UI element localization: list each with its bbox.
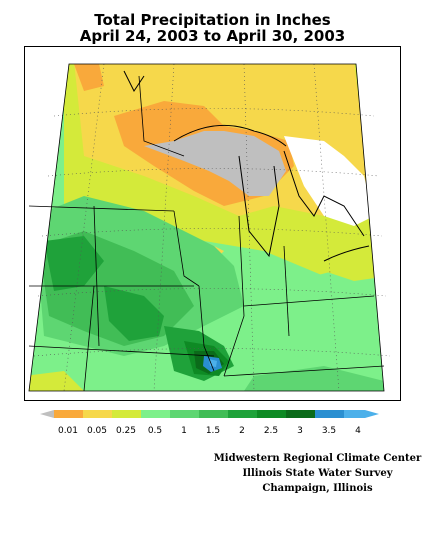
legend-label: 4 [355, 426, 361, 436]
map-date-range: April 24, 2003 to April 30, 2003 [79, 27, 346, 45]
map-boundary [28, 63, 385, 392]
legend-label: 3 [297, 426, 303, 436]
legend-label: 3.5 [322, 426, 336, 436]
legend-swatch [344, 410, 379, 418]
legend-label: 2.5 [264, 426, 278, 436]
legend-below-min-arrow [40, 410, 54, 418]
credit-survey: Illinois State Water Survey [242, 468, 393, 479]
state-borders [28, 75, 385, 392]
legend-label: 0.05 [87, 426, 107, 436]
legend-swatch [83, 410, 112, 418]
legend-swatch [286, 410, 315, 418]
precip-fill [29, 64, 384, 391]
legend-swatch [141, 410, 170, 418]
credit-organization: Midwestern Regional Climate Center [213, 453, 422, 464]
legend-label: 0.5 [148, 426, 162, 436]
legend-label: 1.5 [206, 426, 220, 436]
graticule [33, 63, 391, 392]
legend-swatch [315, 410, 344, 418]
legend-label: 0.25 [116, 426, 136, 436]
legend-label: 0.01 [58, 426, 78, 436]
legend-swatch [228, 410, 257, 418]
legend-swatch [112, 410, 141, 418]
legend-swatch [54, 410, 83, 418]
great-lakes-shoreline [123, 70, 370, 262]
legend-label: 1 [181, 426, 187, 436]
credit-location: Champaign, Illinois [262, 483, 373, 494]
precipitation-map [24, 46, 401, 401]
legend-swatch [257, 410, 286, 418]
legend-swatch [199, 410, 228, 418]
legend-label: 2 [239, 426, 245, 436]
color-legend: 0.01 0.05 0.25 0.5 1 1.5 2 2.5 3 3.5 4 [40, 410, 379, 436]
map-title: Total Precipitation in Inches [94, 11, 331, 29]
legend-swatch [170, 410, 199, 418]
